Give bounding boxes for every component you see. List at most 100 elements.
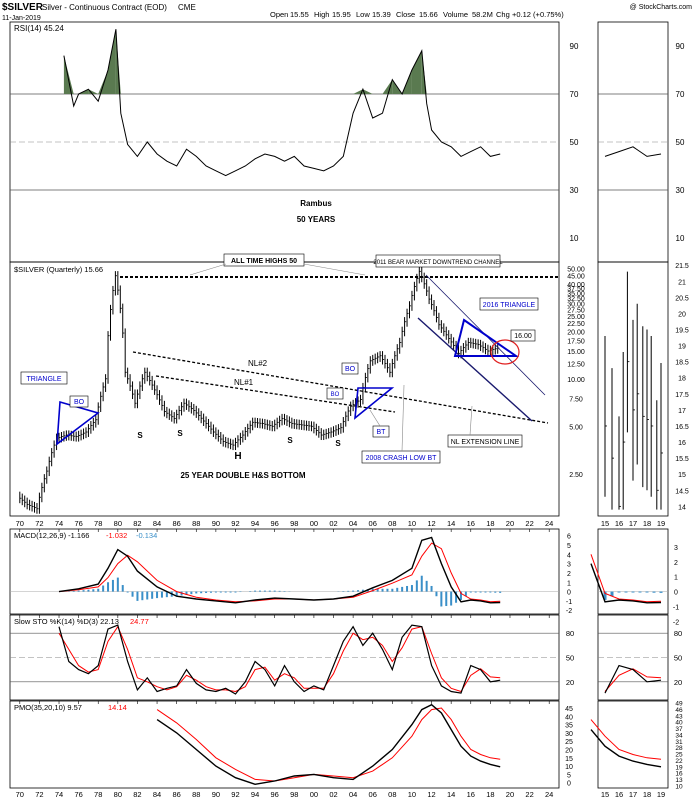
macd-histogram-bar bbox=[357, 590, 360, 592]
x-tick-label-bottom: 72 bbox=[35, 790, 43, 799]
macd-histogram-bar bbox=[489, 591, 492, 593]
price-tick-label: 20.00 bbox=[567, 329, 585, 336]
x-tick-label-bottom: 02 bbox=[329, 790, 337, 799]
nl2-line bbox=[132, 351, 549, 424]
inset-price-tick-label: 21.5 bbox=[675, 263, 689, 270]
macd-histogram-bar bbox=[425, 580, 428, 592]
nl-extension-box bbox=[447, 434, 523, 448]
macd-histogram-bar bbox=[459, 591, 462, 600]
macd-histogram-bar bbox=[450, 591, 453, 606]
macd-histogram-bar bbox=[77, 590, 80, 592]
crash-low-leader bbox=[401, 384, 405, 452]
pmo-tick-label: 15 bbox=[565, 756, 573, 763]
macd-histogram-bar bbox=[160, 591, 163, 598]
price-tick-label: 35.00 bbox=[567, 291, 585, 298]
inset-pmo-tick-label: 31 bbox=[675, 739, 683, 746]
inset-x-tick-label: 17 bbox=[629, 519, 637, 528]
macd-signal-legend: -1.032 bbox=[106, 531, 127, 540]
macd-histogram-bar bbox=[72, 590, 75, 592]
rsi-overbought-fill bbox=[108, 29, 116, 95]
macd-tick-label: 1 bbox=[567, 580, 571, 587]
price-tick-label: 45.00 bbox=[567, 274, 585, 281]
pmo-signal-legend: 14.14 bbox=[108, 703, 127, 712]
bo3-box bbox=[326, 387, 344, 400]
nl1-label: NL#1 bbox=[234, 378, 254, 387]
x-tick-label-bottom: 88 bbox=[192, 790, 200, 799]
inset-macd-tick-label: -1 bbox=[673, 604, 679, 611]
inset-x-tick-label-bottom: 18 bbox=[643, 790, 651, 799]
macd-histogram-bar bbox=[156, 591, 159, 599]
rsi-tick-label: 90 bbox=[570, 42, 579, 51]
inset-macd-histogram-bar bbox=[624, 591, 628, 593]
inset-pmo-tick-label: 37 bbox=[675, 726, 683, 733]
inset-macd-histogram-bar bbox=[652, 591, 656, 593]
x-tick-label: 08 bbox=[388, 519, 396, 528]
macd-histogram-bar bbox=[224, 591, 227, 593]
macd-histogram-bar bbox=[381, 588, 384, 592]
price-tick-label: 5.00 bbox=[569, 424, 583, 431]
macd-signal-line bbox=[58, 542, 501, 603]
inset-macd-histogram-bar bbox=[659, 591, 663, 593]
inset-price-tick-label: 14.5 bbox=[675, 488, 689, 495]
macd-tick-label: 2 bbox=[567, 571, 571, 578]
x-tick-label: 80 bbox=[114, 519, 122, 528]
macd-tick-label: 5 bbox=[567, 543, 571, 550]
rsi-overbought-fill bbox=[63, 55, 74, 94]
inset-pmo-tick-label: 34 bbox=[675, 732, 683, 739]
macd-tick-label: 4 bbox=[567, 552, 571, 559]
rsi-tick-label: 70 bbox=[570, 90, 579, 99]
rsi-line bbox=[63, 29, 501, 177]
header-exchange: CME bbox=[178, 3, 196, 12]
macd-histogram-bar bbox=[97, 588, 100, 592]
inset-macd-histogram-bar bbox=[645, 591, 649, 593]
rsi-tick-label: 30 bbox=[570, 186, 579, 195]
macd-panel bbox=[9, 528, 560, 615]
pmo-panel bbox=[9, 700, 560, 789]
macd-tick-label: -1 bbox=[566, 599, 572, 606]
inset-price-tick-label: 15 bbox=[678, 472, 686, 479]
macd-histogram-bar bbox=[410, 585, 413, 592]
x-tick-label-bottom: 04 bbox=[349, 790, 357, 799]
inset-price-tick-label: 20 bbox=[678, 311, 686, 318]
x-tick-label: 72 bbox=[35, 519, 43, 528]
level-16-box bbox=[510, 329, 536, 342]
x-tick-label: 84 bbox=[153, 519, 161, 528]
x-tick-label-bottom: 86 bbox=[172, 790, 180, 799]
inset-x-tick-label: 18 bbox=[643, 519, 651, 528]
macd-histogram-bar bbox=[185, 591, 188, 595]
bo1-box bbox=[69, 395, 89, 408]
price-tick-label: 10.00 bbox=[567, 377, 585, 384]
bo2-label: BO bbox=[345, 366, 356, 373]
macd-histogram-bar bbox=[82, 590, 85, 592]
x-tick-label-bottom: 76 bbox=[74, 790, 82, 799]
price-tick-label: 32.50 bbox=[567, 296, 585, 303]
pmo-tick-label: 35 bbox=[565, 723, 573, 730]
macd-histogram-bar bbox=[376, 588, 379, 592]
inset-rsi-tick-label: 10 bbox=[676, 234, 685, 243]
pmo-tick-label: 10 bbox=[565, 764, 573, 771]
inset-x-tick-label-bottom: 15 bbox=[601, 790, 609, 799]
inset-macd-histogram-bar bbox=[603, 591, 607, 600]
price-tick-label: 15.00 bbox=[567, 349, 585, 356]
x-tick-label-bottom: 94 bbox=[251, 790, 259, 799]
target-circle bbox=[490, 339, 520, 365]
macd-histogram-bar bbox=[234, 591, 237, 593]
rsi-tick-label: 50 bbox=[570, 138, 579, 147]
x-tick-label-bottom: 14 bbox=[447, 790, 455, 799]
inset-price-tick-label: 19.5 bbox=[675, 328, 689, 335]
inset-price-tick-label: 14 bbox=[678, 504, 686, 511]
x-tick-label: 20 bbox=[506, 519, 514, 528]
inset-pmo-tick-label: 40 bbox=[675, 720, 683, 727]
price-tick-label: 30.00 bbox=[567, 302, 585, 309]
macd-histogram-bar bbox=[401, 586, 404, 592]
inset-x-tick-label: 19 bbox=[657, 519, 665, 528]
x-tick-label: 18 bbox=[486, 519, 494, 528]
inset-rsi-tick-label: 90 bbox=[676, 42, 685, 51]
macd-histogram-bar bbox=[263, 590, 266, 592]
macd-histogram-bar bbox=[107, 582, 110, 592]
pmo-tick-label: 20 bbox=[565, 747, 573, 754]
x-tick-label: 92 bbox=[231, 519, 239, 528]
macd-histogram-bar bbox=[273, 590, 276, 592]
x-tick-label: 96 bbox=[271, 519, 279, 528]
